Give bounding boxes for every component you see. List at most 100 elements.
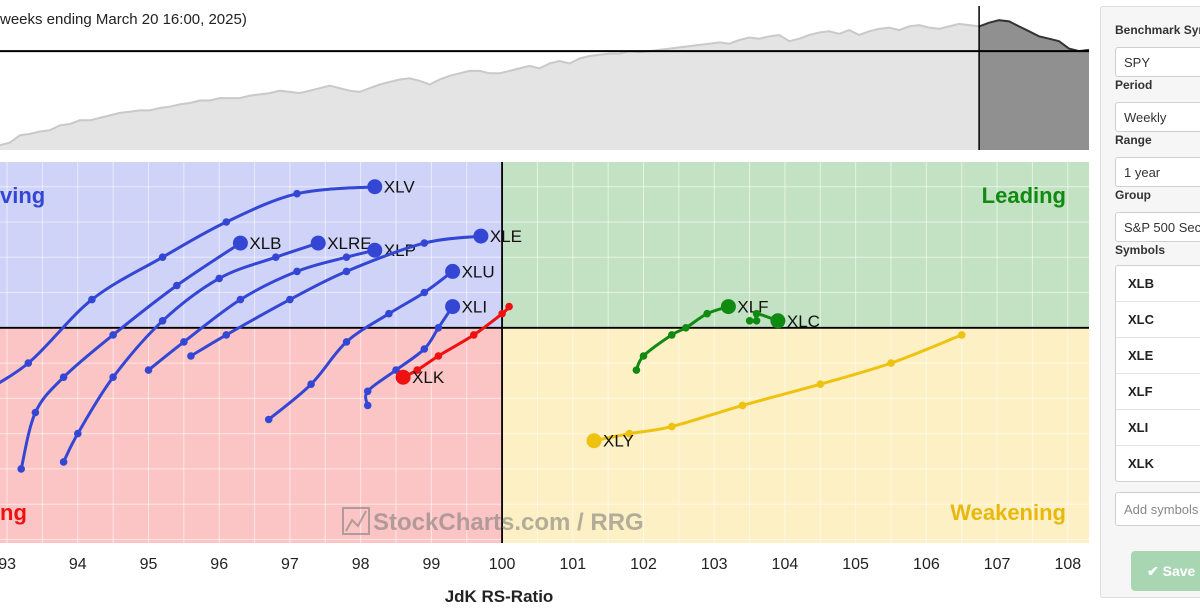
period-caption: weeks ending March 20 16:00, 2025) xyxy=(0,11,247,28)
tail-point-xlu xyxy=(342,338,351,346)
tail-point-xlb xyxy=(59,373,68,382)
quadrant-label-weakening: Weakening xyxy=(950,500,1066,525)
save-label: Save xyxy=(1162,562,1196,579)
x-tick-label: 106 xyxy=(913,556,940,573)
tail-xlc[interactable]: XLC xyxy=(745,309,820,331)
x-axis-ticks: 93 94 95 96 97 98 99 100 101 102 103 104 105 106 107 10… xyxy=(0,556,1081,573)
symbol-row-xlb[interactable]: XLB xyxy=(1116,266,1200,302)
x-tick-label: 95 xyxy=(140,556,158,573)
tail-point-xlc xyxy=(752,317,761,325)
quadrant-weakening xyxy=(502,327,1090,543)
tail-xlre[interactable]: XLRE xyxy=(59,234,372,466)
tail-point-xlp xyxy=(236,295,245,304)
add-symbols-input[interactable] xyxy=(1115,492,1200,526)
quadrant-leading xyxy=(502,162,1090,328)
tail-point-xlk xyxy=(505,302,513,311)
symbol-row-xle[interactable]: XLE xyxy=(1116,338,1200,374)
tail-label-xlu: XLU xyxy=(462,262,495,281)
tail-label-xle: XLE xyxy=(490,227,522,246)
rrg-plot: ving Leading ng Weakening StockCharts.co… xyxy=(0,162,1090,606)
tail-point-xlb xyxy=(173,281,181,290)
symbol-row-xli[interactable]: XLI xyxy=(1116,410,1200,446)
tail-label-xly: XLY xyxy=(603,432,634,451)
tail-point-xlk xyxy=(434,352,443,360)
tail-head-xlv xyxy=(367,179,383,195)
tail-label-xlb: XLB xyxy=(249,234,281,253)
tail-head-xlf xyxy=(720,299,736,315)
group-select[interactable]: S&P 500 Sec xyxy=(1115,212,1200,242)
tail-point-xlc xyxy=(752,309,761,318)
symbol-row-xlc[interactable]: XLC xyxy=(1116,302,1200,338)
tail-point-xlb xyxy=(109,331,117,339)
tail-point-xlf xyxy=(703,309,711,318)
tail-xly[interactable]: XLY xyxy=(586,331,966,451)
rrg-chart: weeks ending March 20 16:00, 2025) ving … xyxy=(0,6,1090,606)
tail-head-xlk xyxy=(395,369,411,385)
tail-head-xli xyxy=(445,299,461,315)
tail-point-xlre xyxy=(272,253,280,261)
x-tick-label: 104 xyxy=(772,556,799,573)
x-tick-label: 100 xyxy=(489,556,516,573)
quadrant-label-leading: Leading xyxy=(982,183,1066,208)
tail-point-xlre xyxy=(215,274,223,283)
save-button[interactable]: ✔ Save xyxy=(1131,551,1200,591)
tail-point-xlp xyxy=(342,253,351,261)
tail-xli[interactable]: XLI xyxy=(363,298,487,410)
tail-point-xlre xyxy=(59,458,68,466)
tail-point-xly xyxy=(738,401,747,410)
tail-point-xle xyxy=(187,352,195,360)
watermark: StockCharts.com / RRG xyxy=(342,507,644,536)
group-label: Group xyxy=(1115,188,1151,202)
tail-point-xlb xyxy=(17,465,26,473)
watermark-logo-icon xyxy=(342,507,370,535)
range-label: Range xyxy=(1115,133,1152,147)
tail-point-xlc xyxy=(745,317,754,325)
tail-point-xlp xyxy=(144,366,153,374)
tail-point-xlv xyxy=(293,189,301,198)
tail-head-xlc xyxy=(770,313,786,329)
tail-point-xly xyxy=(816,380,825,389)
tail-xlu[interactable]: XLU xyxy=(264,262,495,424)
tail-point-xlu xyxy=(420,288,429,297)
tail-point-xlp xyxy=(293,267,301,276)
watermark-text: StockCharts.com / RRG xyxy=(373,509,644,536)
benchmark-area-chart: weeks ending March 20 16:00, 2025) xyxy=(0,6,1090,152)
tail-point-xlk xyxy=(413,366,422,374)
tail-label-xlv: XLV xyxy=(384,178,416,197)
tail-xlf[interactable]: XLF xyxy=(632,298,769,374)
x-tick-label: 105 xyxy=(842,556,869,573)
watermark-chart-icon xyxy=(345,510,367,532)
tail-point-xly xyxy=(668,422,676,431)
x-tick-label: 94 xyxy=(69,556,87,573)
tail-point-xle xyxy=(342,267,351,276)
tail-xlv[interactable]: XLV xyxy=(0,178,415,403)
tail-point-xli xyxy=(363,401,372,410)
benchmark-input[interactable]: SPY xyxy=(1115,47,1200,77)
tail-point-xlu xyxy=(307,380,315,389)
tail-point-xle xyxy=(286,295,294,304)
tail-label-xlf: XLF xyxy=(737,298,768,317)
check-icon: ✔ xyxy=(1147,562,1159,579)
tail-head-xlp xyxy=(367,242,383,258)
x-tick-label: 99 xyxy=(423,556,441,573)
tail-point-xlk xyxy=(498,309,506,318)
tail-point-xlk xyxy=(470,331,478,339)
symbol-row-xlf[interactable]: XLF xyxy=(1116,374,1200,410)
symbol-row-xlk[interactable]: XLK xyxy=(1128,456,1154,471)
tail-point-xlf xyxy=(682,324,690,332)
tail-xle[interactable]: XLE xyxy=(187,227,522,360)
tail-point-xlre xyxy=(109,373,117,382)
x-tick-label: 98 xyxy=(352,556,370,573)
tail-head-xle xyxy=(473,228,489,244)
period-select[interactable]: Weekly xyxy=(1115,102,1200,132)
tail-point-xlf xyxy=(668,331,676,339)
x-tick-label: 97 xyxy=(281,556,299,573)
period-label: Period xyxy=(1115,78,1153,92)
benchmark-history-line xyxy=(0,22,980,147)
tail-xlb[interactable]: XLB xyxy=(17,234,282,473)
x-tick-label: 108 xyxy=(1054,556,1081,573)
tail-point-xle xyxy=(222,331,231,339)
tail-xlk[interactable]: XLK xyxy=(395,302,513,387)
range-select[interactable]: 1 year xyxy=(1115,157,1200,187)
tail-point-xlre xyxy=(74,429,82,438)
